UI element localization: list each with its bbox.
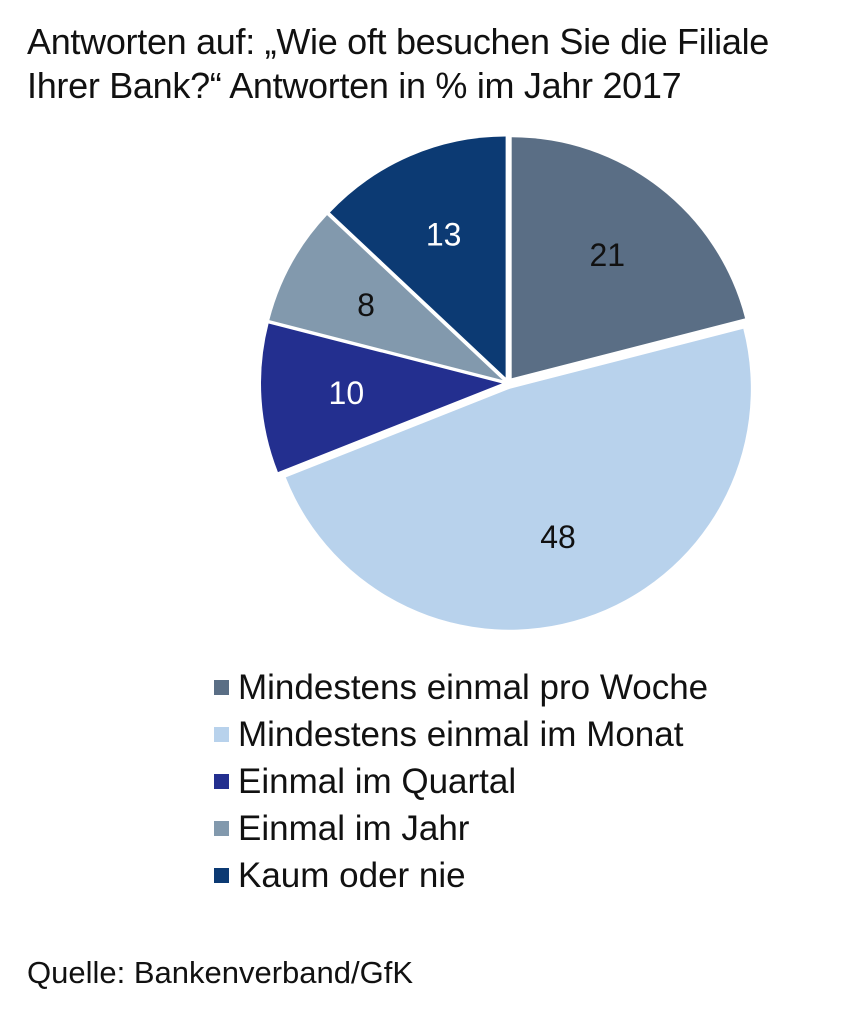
legend-item-rarely: Kaum oder nie	[214, 852, 708, 899]
slice-monthly	[285, 328, 751, 630]
slice-value-label: 13	[426, 216, 462, 252]
slice-value-label: 21	[589, 237, 625, 273]
legend-swatch	[214, 868, 229, 883]
chart-title: Antworten auf: „Wie oft besuchen Sie die…	[27, 20, 857, 108]
legend-item-yearly: Einmal im Jahr	[214, 805, 708, 852]
legend-swatch	[214, 821, 229, 836]
chart-title-line-1: Antworten auf: „Wie oft besuchen Sie die…	[27, 21, 769, 62]
slice-weekly	[511, 137, 746, 379]
legend-label: Kaum oder nie	[238, 855, 466, 895]
legend-item-quarterly: Einmal im Quartal	[214, 758, 708, 805]
legend-swatch	[214, 680, 229, 695]
source-note: Quelle: Bankenverband/GfK	[27, 955, 414, 990]
legend-item-weekly: Mindestens einmal pro Woche	[214, 664, 708, 711]
legend-label: Einmal im Jahr	[238, 808, 470, 848]
slice-quarterly	[261, 323, 503, 473]
legend-swatch	[214, 774, 229, 789]
legend-label: Einmal im Quartal	[238, 761, 517, 801]
chart-title-line-2: Ihrer Bank?“ Antworten in % im Jahr 2017	[27, 65, 682, 106]
legend-item-monthly: Mindestens einmal im Monat	[214, 711, 708, 758]
legend-swatch	[214, 727, 229, 742]
slice-value-label: 48	[540, 519, 576, 555]
slice-value-label: 8	[357, 287, 375, 323]
chart-legend: Mindestens einmal pro Woche Mindestens e…	[214, 664, 708, 899]
slice-value-label: 10	[329, 375, 365, 411]
slice-yearly	[269, 215, 503, 381]
pie-chart: 21 48 10 8 13	[261, 136, 751, 630]
legend-label: Mindestens einmal im Monat	[238, 714, 684, 754]
slice-rarely	[329, 136, 506, 378]
legend-label: Mindestens einmal pro Woche	[238, 667, 709, 707]
